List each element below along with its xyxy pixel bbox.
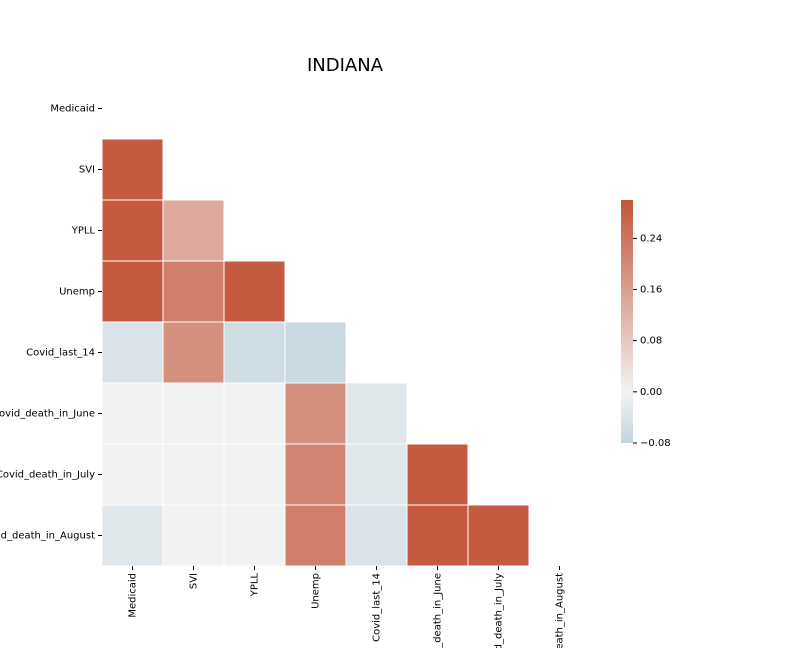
heatmap-cell [223,382,286,445]
x-tick-label: Covid_death_in_June [433,573,444,648]
y-tick-label: Covid_death_in_August [0,531,95,542]
colorbar-tick-label: 0.00 [640,387,662,398]
x-tick-label: Unemp [311,573,322,609]
heatmap-cell [162,321,225,384]
colorbar-tick-label: 0.16 [640,285,662,296]
colorbar-tick-label: 0.08 [640,336,662,347]
heatmap-cell [345,504,408,567]
heatmap-cell [467,504,530,567]
x-tick-label: Covid_death_in_July [494,573,505,648]
y-tick-label: Covid_last_14 [26,348,95,359]
colorbar [621,200,633,443]
heatmap-cell [223,443,286,506]
heatmap-cell [223,321,286,384]
heatmap-cell [284,504,347,567]
y-tick-label: SVI [79,165,95,176]
heatmap-cell [101,382,164,445]
y-tick-label: YPLL [71,226,96,237]
chart-title: INDIANA [307,55,384,76]
heatmap-cell [345,443,408,506]
heatmap-cell [101,443,164,506]
heatmap-cell [162,382,225,445]
heatmap-cell [101,138,164,201]
heatmap-cell [162,504,225,567]
heatmap-cell [345,382,408,445]
heatmap-cell [162,199,225,262]
heatmap-cell [284,321,347,384]
heatmap-cell [162,443,225,506]
y-tick-label: Medicaid [50,104,95,115]
x-tick-label: Medicaid [128,573,139,618]
heatmap-cell [162,260,225,323]
heatmap-cell [406,443,469,506]
x-tick-label: SVI [189,573,200,589]
heatmap-cell [101,504,164,567]
heatmap-cell [101,260,164,323]
heatmap-cell [284,443,347,506]
colorbar-tick-label: −0.08 [640,438,671,449]
x-tick-label: Covid_death_in_August [555,573,566,648]
x-tick-label: YPLL [250,573,261,598]
y-tick-label: Covid_death_in_July [0,470,95,481]
y-tick-label: Covid_death_in_June [0,409,95,420]
heatmap-cell [101,199,164,262]
heatmap-cell [406,504,469,567]
heatmap-cell [101,321,164,384]
x-tick-label: Covid_last_14 [372,573,383,642]
colorbar-tick-label: 0.24 [640,233,662,244]
heatmap-cell [223,504,286,567]
heatmap-cell [223,260,286,323]
y-tick-label: Unemp [59,287,95,298]
heatmap-cell [284,382,347,445]
